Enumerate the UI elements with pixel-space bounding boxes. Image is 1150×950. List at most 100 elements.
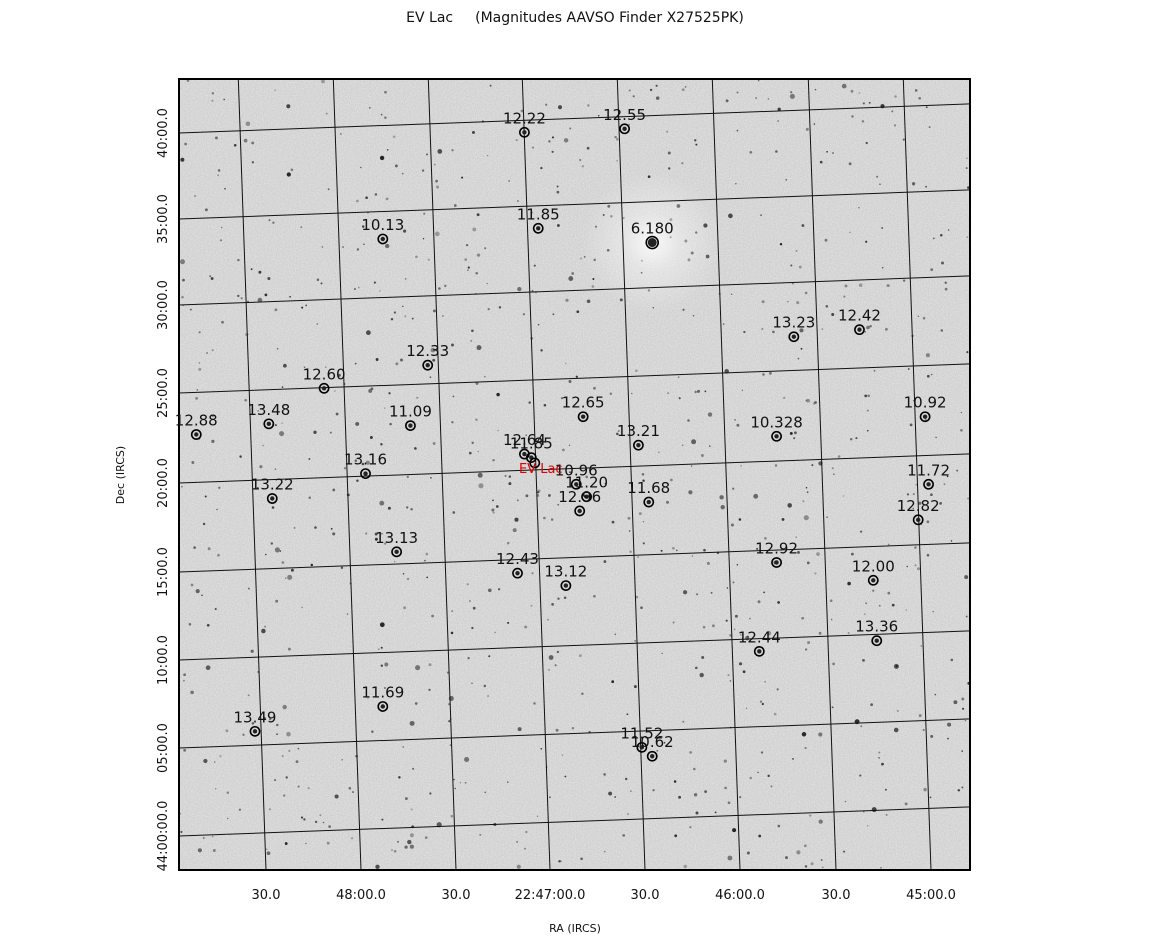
field-star xyxy=(912,507,914,510)
field-star xyxy=(831,467,834,470)
comparison-star[interactable]: 13.36 xyxy=(855,618,898,647)
comparison-star[interactable]: 11.52 xyxy=(620,724,663,753)
field-star xyxy=(492,499,494,502)
field-star xyxy=(818,732,823,737)
comparison-star[interactable]: 12.55 xyxy=(603,106,646,135)
comparison-star[interactable]: 12.82 xyxy=(897,497,940,526)
field-star xyxy=(429,792,432,795)
field-star xyxy=(790,91,793,94)
field-star xyxy=(821,866,824,869)
field-star xyxy=(851,552,854,556)
comparison-star[interactable]: 12.64 xyxy=(503,431,546,460)
field-star xyxy=(369,436,373,439)
comparison-star[interactable]: 12.96 xyxy=(558,488,601,517)
field-star xyxy=(380,646,383,649)
comparison-star[interactable]: 10.62 xyxy=(631,733,674,762)
sky-noise xyxy=(179,79,970,870)
comparison-star[interactable]: 12.43 xyxy=(496,550,539,579)
comparison-star[interactable]: 13.12 xyxy=(544,563,587,591)
ra-grid-line xyxy=(332,79,362,870)
field-star xyxy=(712,624,715,628)
comparison-star[interactable]: 11.72 xyxy=(907,461,950,490)
target-label: EV Lac xyxy=(519,462,563,477)
comparison-star[interactable]: 10.13 xyxy=(361,216,404,245)
comparison-star[interactable]: 12.22 xyxy=(503,109,546,138)
field-star xyxy=(727,801,731,805)
field-star xyxy=(314,820,318,824)
field-star xyxy=(354,362,357,365)
field-star xyxy=(433,163,436,166)
field-star xyxy=(290,568,294,572)
field-star xyxy=(432,309,436,313)
field-star xyxy=(211,835,214,838)
comparison-star[interactable]: 12.60 xyxy=(303,365,346,394)
field-star xyxy=(461,176,464,179)
target-marker-ring[interactable] xyxy=(529,457,541,469)
field-star xyxy=(551,150,554,153)
x-tick-label: 30.0 xyxy=(442,888,471,903)
field-star xyxy=(832,662,836,666)
comparison-star[interactable]: 12.33 xyxy=(406,342,449,371)
field-star xyxy=(849,231,851,234)
field-star xyxy=(586,146,590,150)
comparison-star[interactable]: 12.92 xyxy=(755,539,798,568)
field-star xyxy=(652,789,655,792)
comparison-star[interactable]: 11.68 xyxy=(627,479,670,508)
field-star xyxy=(484,375,486,378)
field-star xyxy=(530,604,533,607)
comparison-star[interactable]: 13.49 xyxy=(234,708,277,737)
field-star xyxy=(967,497,970,500)
field-star xyxy=(449,744,452,746)
field-star xyxy=(379,290,381,292)
field-star xyxy=(862,659,865,662)
field-star xyxy=(797,357,800,360)
comparison-star[interactable]: 13.22 xyxy=(251,475,294,504)
field-star xyxy=(183,673,186,677)
comparison-star[interactable]: 6.180 xyxy=(631,220,674,250)
field-star xyxy=(776,688,779,691)
comparison-star[interactable]: 12.88 xyxy=(175,412,218,440)
star-marker-ring xyxy=(646,750,658,762)
comparison-star[interactable]: 13.48 xyxy=(247,401,290,430)
comparison-star[interactable]: 13.21 xyxy=(617,422,660,451)
field-star xyxy=(966,157,968,159)
comparison-star[interactable]: 11.09 xyxy=(389,403,432,432)
field-star xyxy=(551,603,554,606)
comparison-star[interactable]: 12.44 xyxy=(738,628,781,657)
comparison-star[interactable]: 12.00 xyxy=(852,557,895,586)
field-star xyxy=(935,436,937,439)
star-dot xyxy=(522,130,527,135)
field-star xyxy=(384,116,387,119)
comparison-star[interactable]: 12.65 xyxy=(562,394,605,423)
comparison-star[interactable]: 11.85 xyxy=(517,205,560,234)
field-star xyxy=(251,141,255,145)
field-star xyxy=(305,304,308,307)
comparison-star[interactable]: 10.96 xyxy=(555,461,598,490)
field-star xyxy=(565,362,567,365)
y-tick-label: 25:00.0 xyxy=(156,368,171,418)
field-star xyxy=(923,787,927,792)
field-star xyxy=(878,756,881,759)
comparison-star[interactable]: 13.13 xyxy=(375,529,418,558)
field-star xyxy=(204,208,208,212)
comparison-star[interactable]: 13.23 xyxy=(772,314,815,343)
field-star xyxy=(593,594,596,598)
comparison-star[interactable]: 11.85 xyxy=(510,435,553,464)
field-star xyxy=(425,153,429,156)
field-star xyxy=(633,685,637,689)
field-star xyxy=(734,614,738,618)
comparison-star[interactable]: 10.92 xyxy=(904,394,947,423)
field-star xyxy=(467,269,469,272)
comparison-star[interactable]: 13.16 xyxy=(344,451,387,480)
comparison-star[interactable]: 11.69 xyxy=(361,683,404,712)
field-star xyxy=(873,369,876,372)
comparison-star[interactable]: 11.20 xyxy=(565,474,608,503)
comparison-star[interactable]: 10.328 xyxy=(750,413,803,442)
field-star xyxy=(557,597,560,600)
field-star xyxy=(604,482,607,485)
field-star xyxy=(554,664,557,667)
field-star xyxy=(196,389,199,391)
field-star xyxy=(357,286,360,289)
field-star xyxy=(411,317,414,320)
comparison-star[interactable]: 12.42 xyxy=(838,307,881,336)
